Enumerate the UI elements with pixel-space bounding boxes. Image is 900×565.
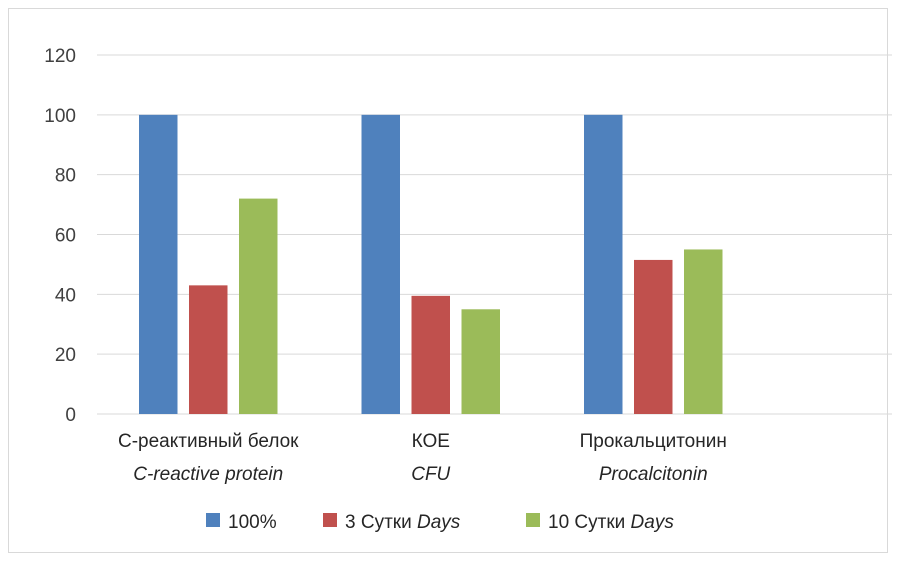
bar <box>239 198 278 414</box>
bar <box>411 295 450 414</box>
y-tick-label: 120 <box>44 46 76 67</box>
y-tick-label: 80 <box>55 166 76 187</box>
y-tick-label: 40 <box>55 285 76 306</box>
x-axis-labels: С-реактивный белок C-reactive protein КОЕ C… <box>118 431 727 485</box>
bar <box>684 249 723 414</box>
x-tick-label-english: CFU <box>411 464 450 485</box>
bar <box>634 259 673 414</box>
y-axis-ticks: 0 20 40 60 80 100 120 <box>44 46 76 426</box>
bar <box>461 309 500 414</box>
legend: 100% 3 Сутки Days 10 Сутки Days <box>206 512 674 533</box>
legend-swatch <box>526 513 540 527</box>
bar <box>189 285 228 414</box>
bar <box>361 114 400 414</box>
x-tick-label: Прокальцитонин <box>580 431 727 452</box>
y-tick-label: 0 <box>65 405 76 426</box>
bars <box>139 114 723 414</box>
legend-swatch <box>323 513 337 527</box>
y-tick-label: 60 <box>55 226 76 247</box>
y-tick-label: 20 <box>55 345 76 366</box>
legend-entry: 100% <box>228 512 277 533</box>
bar <box>584 114 623 414</box>
bar <box>139 114 178 414</box>
x-tick-label: С-реактивный белок <box>118 431 299 452</box>
legend-entry: 10 Сутки Days <box>548 512 674 533</box>
x-tick-label: КОЕ <box>412 431 450 452</box>
legend-entry: 3 Сутки Days <box>345 512 461 533</box>
y-tick-label: 100 <box>44 106 76 127</box>
x-tick-label-english: C-reactive protein <box>133 464 283 485</box>
gridlines <box>97 54 892 415</box>
legend-swatch <box>206 513 220 527</box>
x-tick-label-english: Procalcitonin <box>599 464 708 485</box>
